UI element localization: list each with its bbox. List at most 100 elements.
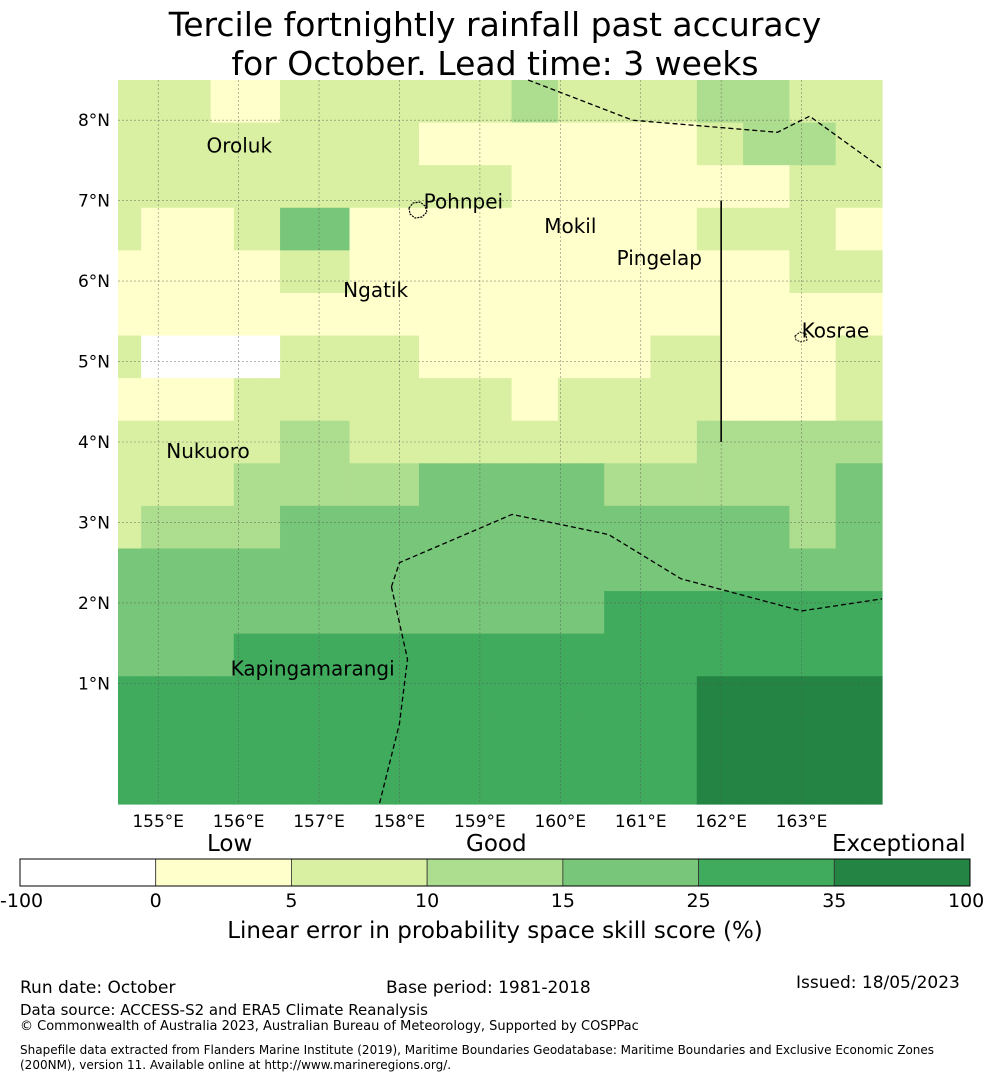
colorbar-tick-label: 25: [686, 890, 711, 912]
skill-cell: [303, 335, 327, 379]
skill-cell: [442, 207, 466, 251]
skill-cell: [789, 292, 814, 337]
skill-cell: [488, 463, 513, 507]
skill-cell: [581, 761, 605, 805]
skill-cell: [187, 335, 212, 379]
skill-cell: [488, 420, 513, 464]
skill-cell: [349, 548, 374, 592]
skill-cell: [418, 292, 443, 337]
skill-cell: [858, 165, 883, 209]
lon-tick-label: 160°E: [534, 812, 586, 832]
skill-cell: [465, 122, 490, 166]
skill-cell: [858, 250, 883, 294]
skill-cell: [326, 250, 351, 294]
skill-cell: [604, 165, 628, 209]
skill-cell: [118, 292, 142, 337]
skill-cell: [511, 292, 536, 337]
skill-cell: [326, 463, 351, 507]
skill-cell: [349, 80, 374, 124]
skill-cell: [604, 207, 628, 251]
skill-cell: [326, 80, 351, 124]
skill-cell: [395, 548, 420, 592]
skill-cell: [743, 80, 767, 124]
lon-tick-label: 159°E: [454, 812, 506, 832]
kosrae-island: [794, 331, 808, 343]
skill-cell: [349, 122, 374, 166]
colorbar-tick-label: 35: [822, 890, 847, 912]
skill-cell: [581, 591, 605, 635]
title-line-1: Tercile fortnightly rainfall past accura…: [168, 5, 822, 44]
skill-cell: [557, 633, 582, 677]
skill-cell: [118, 591, 142, 635]
skill-cell: [766, 292, 790, 337]
skill-cell: [789, 165, 814, 209]
skill-cell: [210, 80, 235, 124]
skill-cell: [812, 335, 837, 379]
skill-cell: [766, 591, 790, 635]
skill-cell: [349, 335, 374, 379]
skill-cell: [581, 463, 605, 507]
skill-cell: [233, 122, 258, 166]
skill-cell: [164, 633, 189, 677]
skill-cell: [418, 463, 443, 507]
skill-cell: [766, 633, 790, 677]
skill-cell: [395, 761, 420, 805]
skill-cell: [418, 761, 443, 805]
skill-cell: [372, 335, 397, 379]
skill-cell: [280, 378, 304, 422]
skill-cell: [581, 633, 605, 677]
skill-cell: [789, 548, 814, 592]
skill-cell: [118, 761, 142, 805]
skill-cell: [696, 548, 721, 592]
skill-cell: [280, 463, 304, 507]
skill-cell: [604, 761, 628, 805]
skill-cell: [465, 420, 490, 464]
skill-cell: [442, 165, 466, 209]
skill-cell: [604, 591, 628, 635]
title-line-2: for October. Lead time: 3 weeks: [231, 44, 759, 83]
place-label-pingelap: Pingelap: [617, 246, 702, 270]
skill-cell: [303, 80, 327, 124]
skill-cell: [650, 676, 675, 720]
skill-cell: [210, 335, 235, 379]
skill-cell: [789, 250, 814, 294]
skill-cell: [164, 207, 189, 251]
skill-cell: [581, 505, 605, 550]
category-good: Good: [466, 831, 527, 857]
skill-cell: [650, 591, 675, 635]
skill-cell: [627, 633, 652, 677]
skill-cell: [581, 250, 605, 294]
skill-cell: [812, 591, 837, 635]
skill-cell: [395, 463, 420, 507]
skill-cell: [210, 761, 235, 805]
skill-cell: [418, 122, 443, 166]
skill-cell: [488, 548, 513, 592]
skill-cell: [673, 718, 698, 763]
skill-cell: [719, 335, 744, 379]
skill-cell: [164, 335, 189, 379]
skill-cell: [349, 165, 374, 209]
skill-cell: [511, 165, 536, 209]
skill-cell: [418, 548, 443, 592]
skill-cell: [118, 335, 142, 379]
skill-cell: [511, 591, 536, 635]
skill-cell: [164, 378, 189, 422]
skill-cell: [280, 250, 304, 294]
skill-cell: [743, 122, 767, 166]
skill-cell: [511, 633, 536, 677]
skill-cell: [233, 207, 258, 251]
colorbar-swatch: [155, 858, 292, 887]
lat-tick-label: 5°N: [78, 353, 110, 373]
skill-cell: [696, 633, 721, 677]
place-label-oroluk: Oroluk: [206, 133, 272, 157]
skill-cell: [164, 718, 189, 763]
skill-cell: [118, 718, 142, 763]
skill-cell: [395, 591, 420, 635]
lat-tick-label: 6°N: [78, 272, 110, 292]
skill-cell: [650, 80, 675, 124]
skill-cell: [164, 420, 189, 464]
skill-cell: [233, 250, 258, 294]
eez-boundaries: [378, 79, 883, 805]
skill-cell: [118, 378, 142, 422]
skill-cell: [442, 292, 466, 337]
